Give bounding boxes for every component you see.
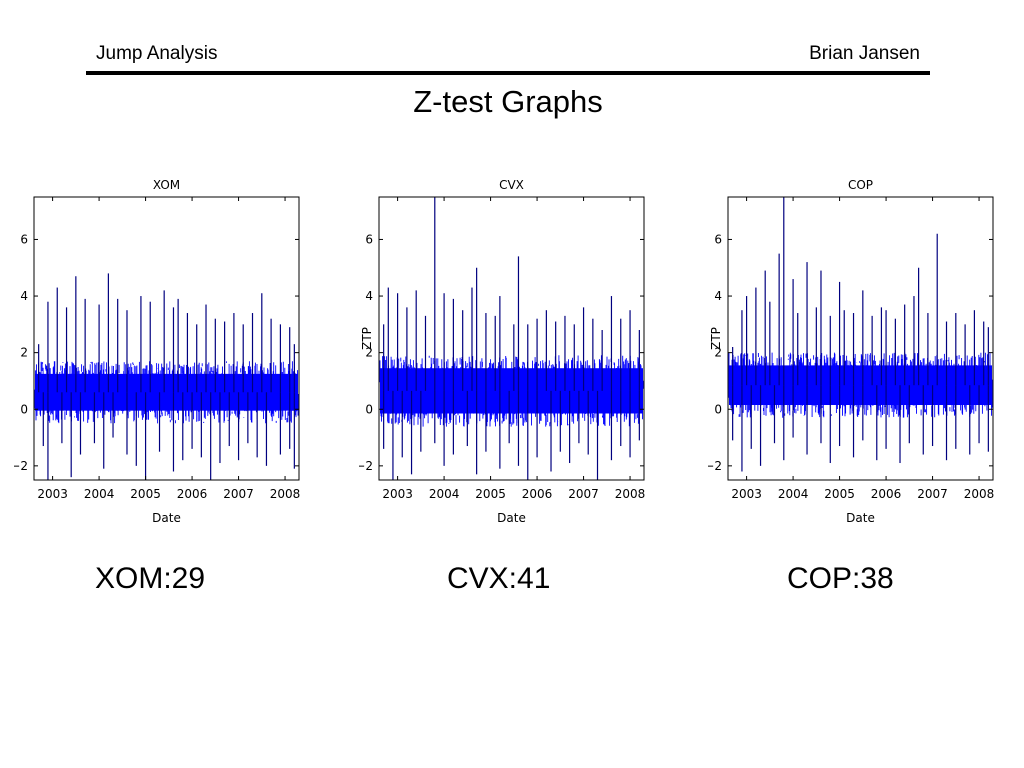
y-tick-label: 4 — [714, 289, 722, 303]
chart-cop: −2 0 2 4 6 2003 2004 2005 2006 2007 2008 COP Date ZTP — [708, 170, 1018, 540]
chart-title: XOM — [153, 178, 180, 192]
x-axis-label: Date — [152, 511, 181, 525]
header-left-title: Jump Analysis — [96, 43, 218, 64]
x-tick-label: 2004 — [778, 487, 809, 501]
slide-title: Z-test Graphs — [413, 84, 603, 119]
x-tick-label: 2007 — [917, 487, 948, 501]
x-tick-label: 2004 — [84, 487, 115, 501]
x-axis-label: Date — [846, 511, 875, 525]
x-tick-label: 2006 — [871, 487, 902, 501]
y-axis-label: ZTP — [709, 327, 723, 350]
x-axis-label: Date — [497, 511, 526, 525]
y-tick-label: 4 — [20, 289, 28, 303]
x-tick-label: 2005 — [130, 487, 161, 501]
y-tick-label: 2 — [714, 346, 722, 360]
chart-xom-svg: −2 0 2 4 6 2003 2004 2005 2006 2007 2008 XOM Date — [14, 178, 301, 525]
zscore-band-core — [380, 368, 643, 414]
plot-frame — [727, 196, 994, 481]
x-tick-label: 2003 — [37, 487, 68, 501]
count-label-cvx: CVX:41 — [447, 562, 551, 595]
zscore-band-core — [35, 373, 298, 411]
chart-cvx-svg: −2 0 2 4 6 2003 2004 2005 2006 2007 2008 CVX Date ZTP — [359, 178, 646, 525]
x-tick-label: 2007 — [568, 487, 599, 501]
y-tick-label: 0 — [714, 402, 722, 416]
y-tick-label: 2 — [365, 346, 373, 360]
y-tick-label: −2 — [14, 459, 28, 473]
y-axis-label: ZTP — [360, 327, 374, 350]
x-tick-label: 2003 — [731, 487, 762, 501]
zscore-band-core — [729, 365, 992, 406]
y-tick-label: 6 — [714, 232, 722, 246]
plot-frame — [33, 196, 300, 481]
header-divider — [86, 71, 930, 75]
y-tick-label: −2 — [359, 459, 373, 473]
chart-cvx: −2 0 2 4 6 2003 2004 2005 2006 2007 2008 CVX Date ZTP — [359, 170, 669, 540]
y-tick-label: 0 — [365, 402, 373, 416]
x-tick-label: 2006 — [177, 487, 208, 501]
x-tick-label: 2005 — [824, 487, 855, 501]
chart-cop-svg: −2 0 2 4 6 2003 2004 2005 2006 2007 2008 COP Date ZTP — [708, 178, 995, 525]
x-tick-label: 2008 — [270, 487, 301, 501]
x-tick-label: 2008 — [615, 487, 646, 501]
chart-title: COP — [848, 178, 873, 192]
chart-xom: −2 0 2 4 6 2003 2004 2005 2006 2007 2008 XOM Date — [14, 170, 324, 540]
x-tick-label: 2007 — [223, 487, 254, 501]
count-label-xom: XOM:29 — [95, 562, 206, 595]
x-tick-label: 2004 — [429, 487, 460, 501]
x-tick-label: 2003 — [382, 487, 413, 501]
chart-title: CVX — [499, 178, 524, 192]
y-tick-label: 0 — [20, 402, 28, 416]
x-tick-label: 2006 — [522, 487, 553, 501]
x-tick-label: 2005 — [475, 487, 506, 501]
y-tick-label: 4 — [365, 289, 373, 303]
y-tick-label: 6 — [20, 232, 28, 246]
y-tick-label: −2 — [708, 459, 722, 473]
y-tick-label: 6 — [365, 232, 373, 246]
y-tick-label: 2 — [20, 346, 28, 360]
x-tick-label: 2008 — [964, 487, 995, 501]
header-right-author: Brian Jansen — [809, 43, 920, 64]
count-label-cop: COP:38 — [787, 562, 894, 595]
plot-frame — [378, 196, 645, 481]
